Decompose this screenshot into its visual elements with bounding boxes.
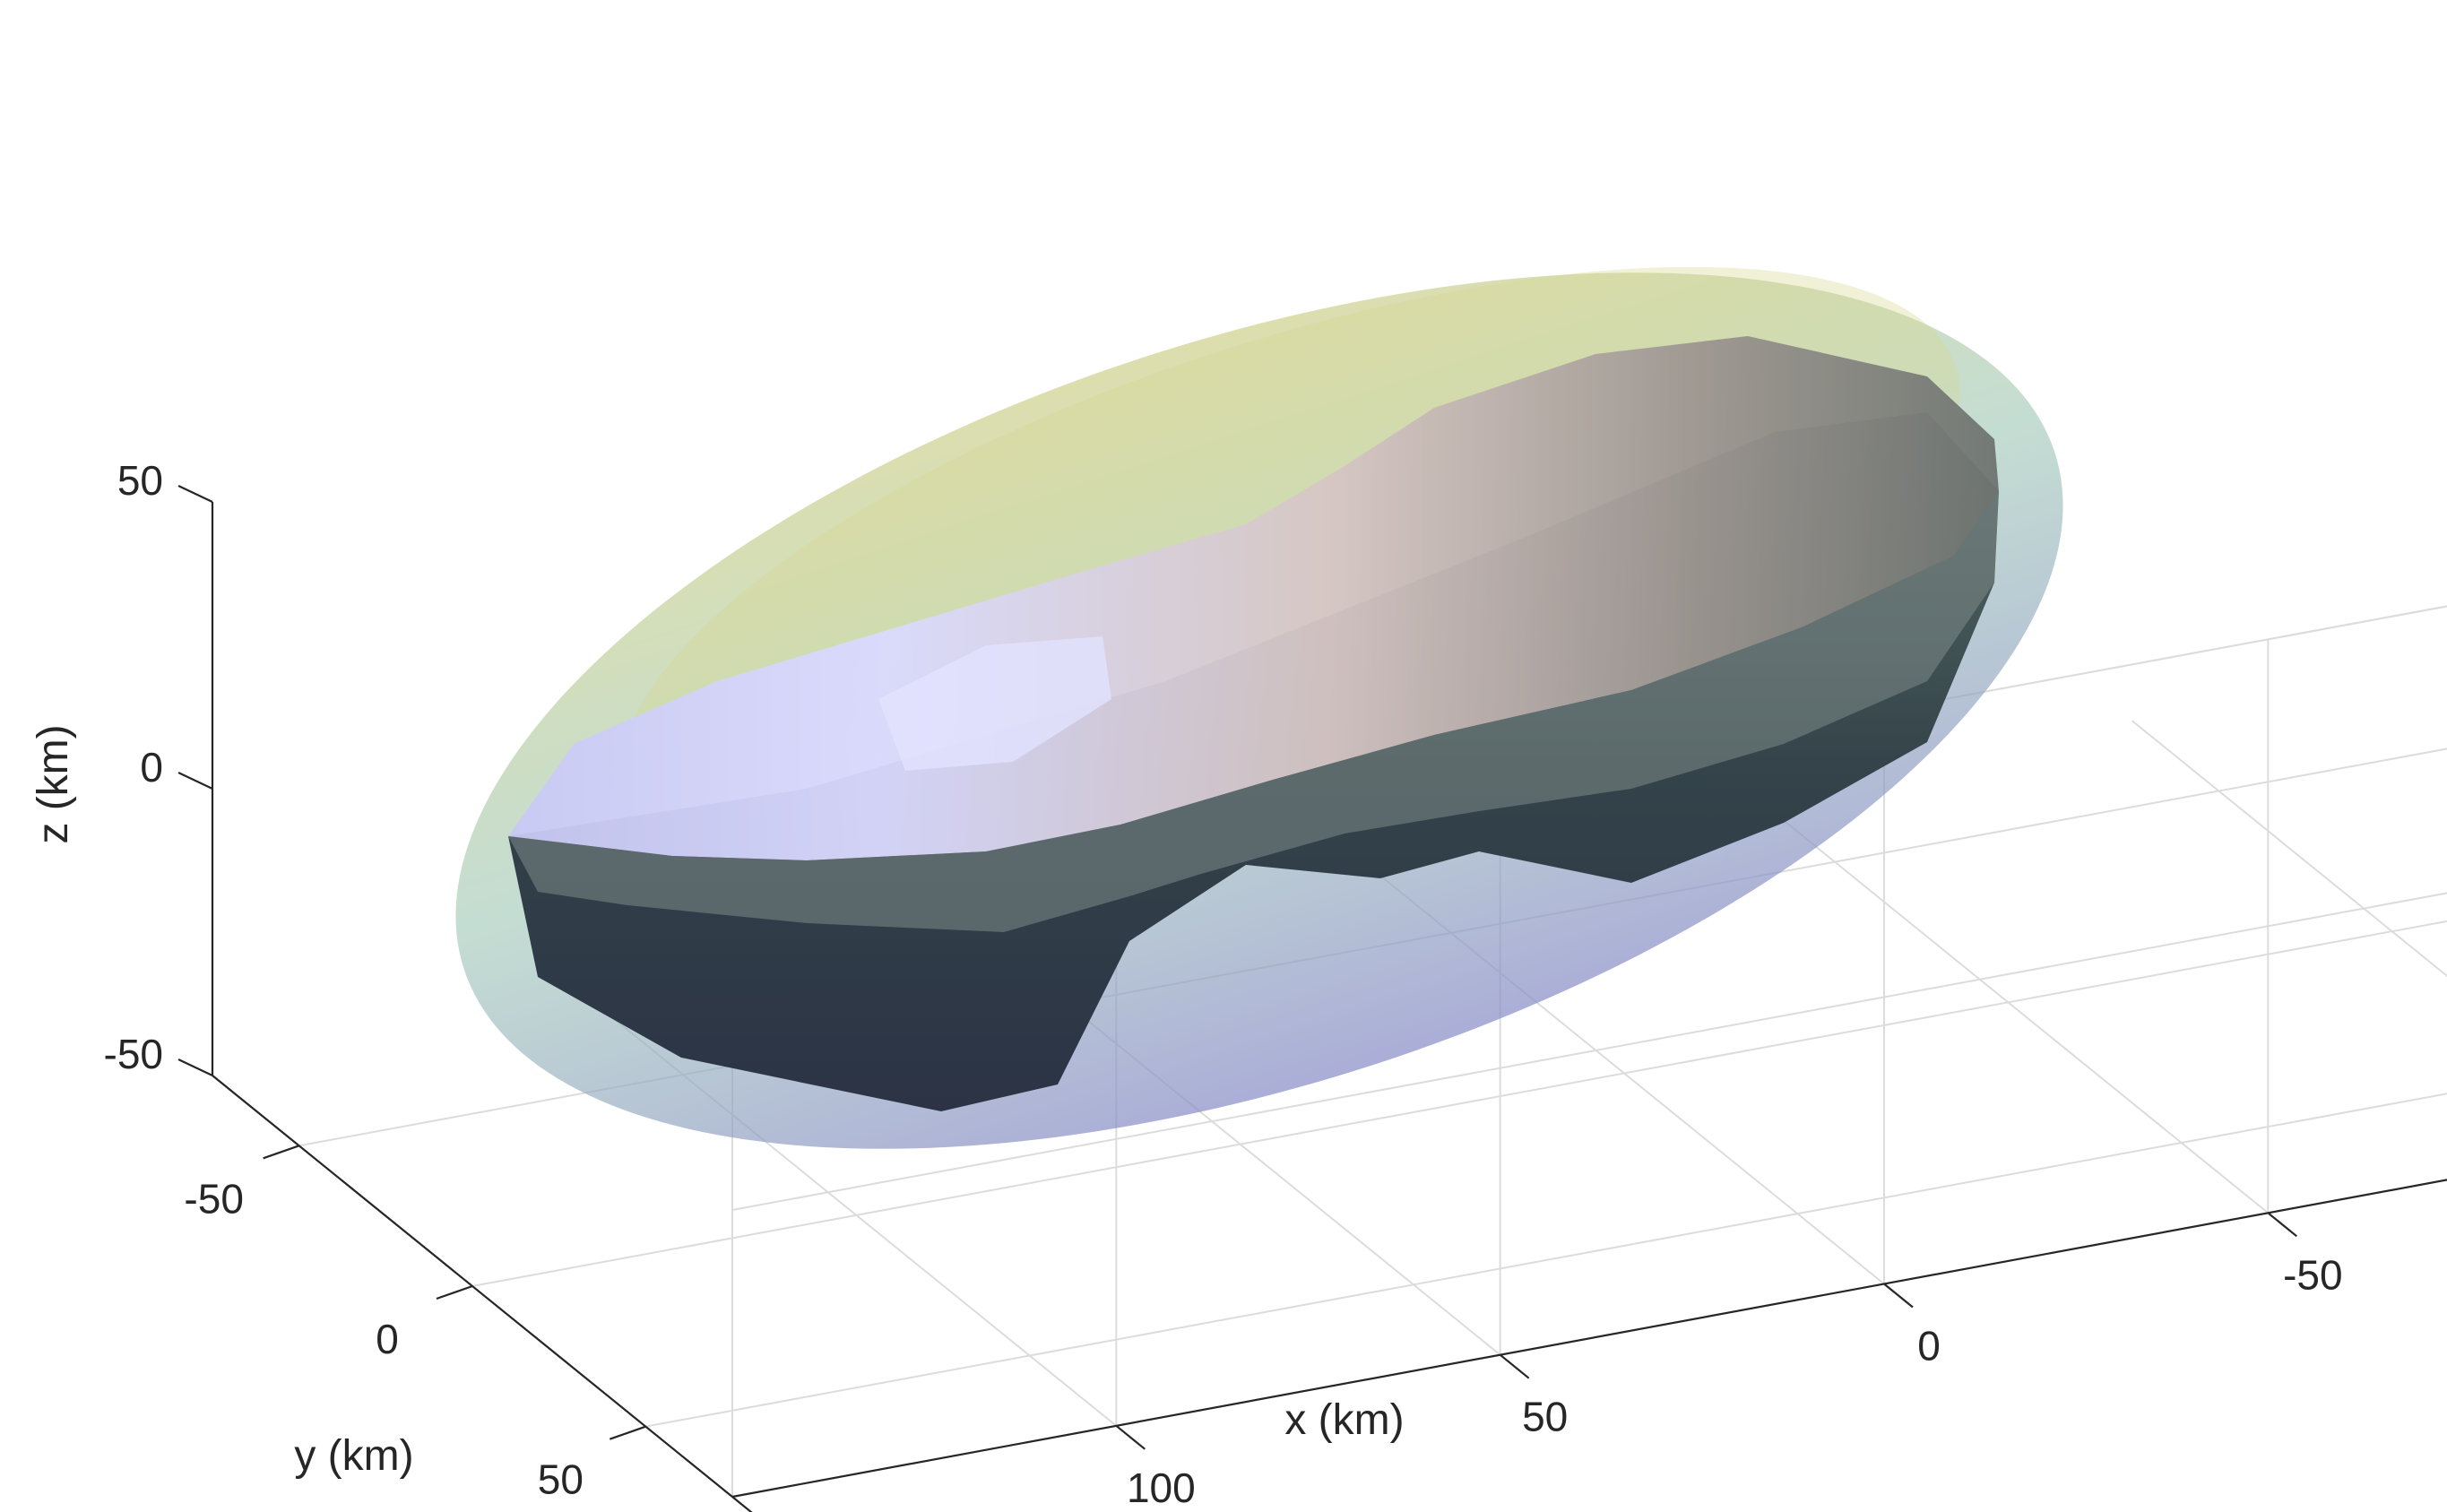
y-tick [609,1425,646,1440]
y-tick [263,1145,300,1160]
y-tick-label: -50 [184,1175,243,1222]
z-tick [177,1058,213,1076]
x-tick-label: 50 [1522,1394,1568,1440]
x-tick [731,1496,753,1512]
y-tick-label: 0 [376,1316,399,1362]
z-axis-label: z (km) [30,724,77,843]
x-axis-label: x (km) [1284,1396,1404,1444]
z-tick [177,485,213,503]
z-tick-label: 50 [117,457,163,504]
x-tick [1115,1424,1146,1450]
y-tick-label: 50 [538,1456,584,1503]
y-tick [436,1284,473,1300]
x-tick-label: 0 [1917,1323,1941,1369]
x-tick-label: 100 [1127,1464,1196,1511]
shape-model-surface [508,336,1999,1111]
x-tick-label: -50 [2283,1251,2342,1298]
grid-line [471,920,2447,1287]
y-axis-label: y (km) [294,1432,413,1480]
x-tick [2267,1212,2298,1238]
grid-line [731,892,2447,1211]
x-tick [1883,1283,1914,1309]
shape-model-highlight [878,636,1111,771]
z-tick-label: 0 [140,744,163,791]
shape-model-top [508,336,1999,860]
grid-line [645,1093,2447,1428]
shape-model-band [508,491,1999,932]
grid-line [2131,720,2447,978]
z-tick [177,772,213,790]
axis-ticks [177,485,2298,1512]
x-tick [1499,1353,1530,1379]
z-tick-label: -50 [104,1031,163,1077]
